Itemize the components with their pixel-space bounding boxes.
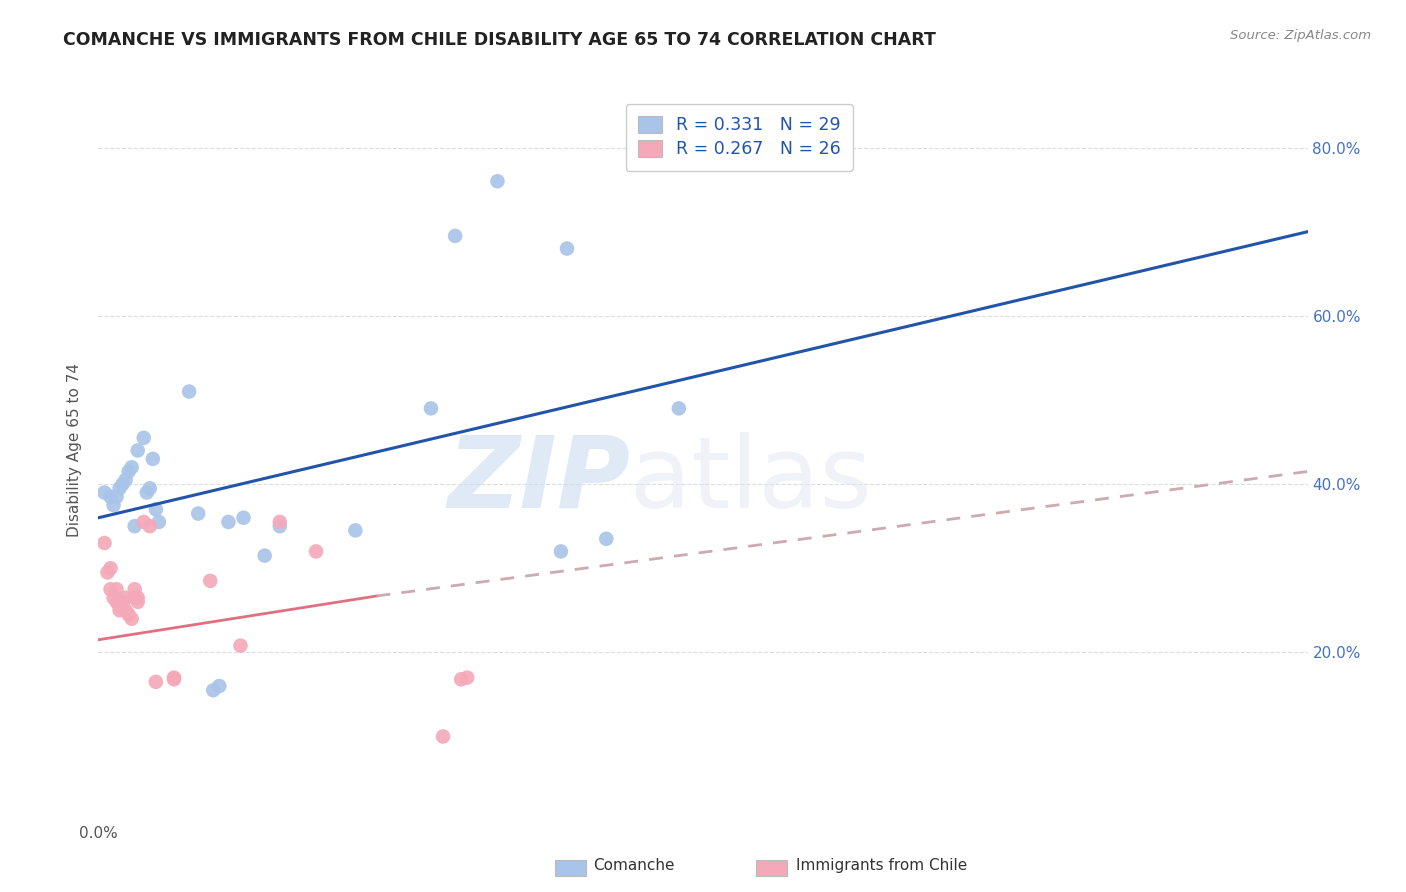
Point xyxy=(103,591,125,605)
Point xyxy=(145,502,167,516)
Point xyxy=(103,498,125,512)
Point xyxy=(139,519,162,533)
Point xyxy=(132,431,155,445)
Text: atlas: atlas xyxy=(630,432,872,529)
Point xyxy=(108,481,131,495)
Point xyxy=(595,532,617,546)
Point xyxy=(121,612,143,626)
Text: COMANCHE VS IMMIGRANTS FROM CHILE DISABILITY AGE 65 TO 74 CORRELATION CHART: COMANCHE VS IMMIGRANTS FROM CHILE DISABI… xyxy=(63,31,936,49)
Point xyxy=(200,574,222,588)
Text: Immigrants from Chile: Immigrants from Chile xyxy=(796,858,967,872)
Point xyxy=(96,566,118,580)
Point xyxy=(148,515,170,529)
Point xyxy=(486,174,509,188)
Point xyxy=(550,544,572,558)
Point xyxy=(118,607,141,622)
Point xyxy=(111,595,134,609)
Point xyxy=(100,582,122,597)
Point xyxy=(108,603,131,617)
Point xyxy=(114,473,136,487)
Point xyxy=(202,683,225,698)
Point xyxy=(432,730,454,744)
Point xyxy=(145,674,167,689)
Point xyxy=(555,242,578,256)
Point xyxy=(135,485,157,500)
Point xyxy=(93,485,115,500)
Point xyxy=(344,524,367,538)
Point xyxy=(187,507,209,521)
Point xyxy=(124,591,146,605)
Point xyxy=(229,639,252,653)
Point xyxy=(179,384,201,399)
Y-axis label: Disability Age 65 to 74: Disability Age 65 to 74 xyxy=(67,363,83,538)
Point xyxy=(232,510,254,524)
Point xyxy=(127,443,149,458)
Point xyxy=(114,591,136,605)
Point xyxy=(124,519,146,533)
Point xyxy=(118,465,141,479)
Point xyxy=(111,477,134,491)
Legend: R = 0.331   N = 29, R = 0.267   N = 26: R = 0.331 N = 29, R = 0.267 N = 26 xyxy=(626,103,853,170)
Point xyxy=(132,515,155,529)
Point xyxy=(450,673,472,687)
Point xyxy=(127,595,149,609)
Point xyxy=(444,228,467,243)
Point xyxy=(269,519,291,533)
Point xyxy=(105,582,128,597)
Point xyxy=(100,561,122,575)
Point xyxy=(93,536,115,550)
Point xyxy=(668,401,690,416)
Point xyxy=(217,515,239,529)
Point xyxy=(253,549,276,563)
Point xyxy=(124,582,146,597)
Point xyxy=(305,544,328,558)
Point xyxy=(114,603,136,617)
Point xyxy=(127,591,149,605)
Point xyxy=(208,679,231,693)
Text: ZIP: ZIP xyxy=(447,432,630,529)
Point xyxy=(269,515,291,529)
Point xyxy=(163,673,186,687)
Text: Comanche: Comanche xyxy=(593,858,675,872)
Point xyxy=(142,451,165,466)
Point xyxy=(105,490,128,504)
Point xyxy=(108,599,131,613)
Point xyxy=(163,671,186,685)
Point xyxy=(105,595,128,609)
Text: Source: ZipAtlas.com: Source: ZipAtlas.com xyxy=(1230,29,1371,42)
Point xyxy=(139,481,162,495)
Point xyxy=(121,460,143,475)
Point xyxy=(420,401,443,416)
Point xyxy=(456,671,478,685)
Point xyxy=(100,490,122,504)
